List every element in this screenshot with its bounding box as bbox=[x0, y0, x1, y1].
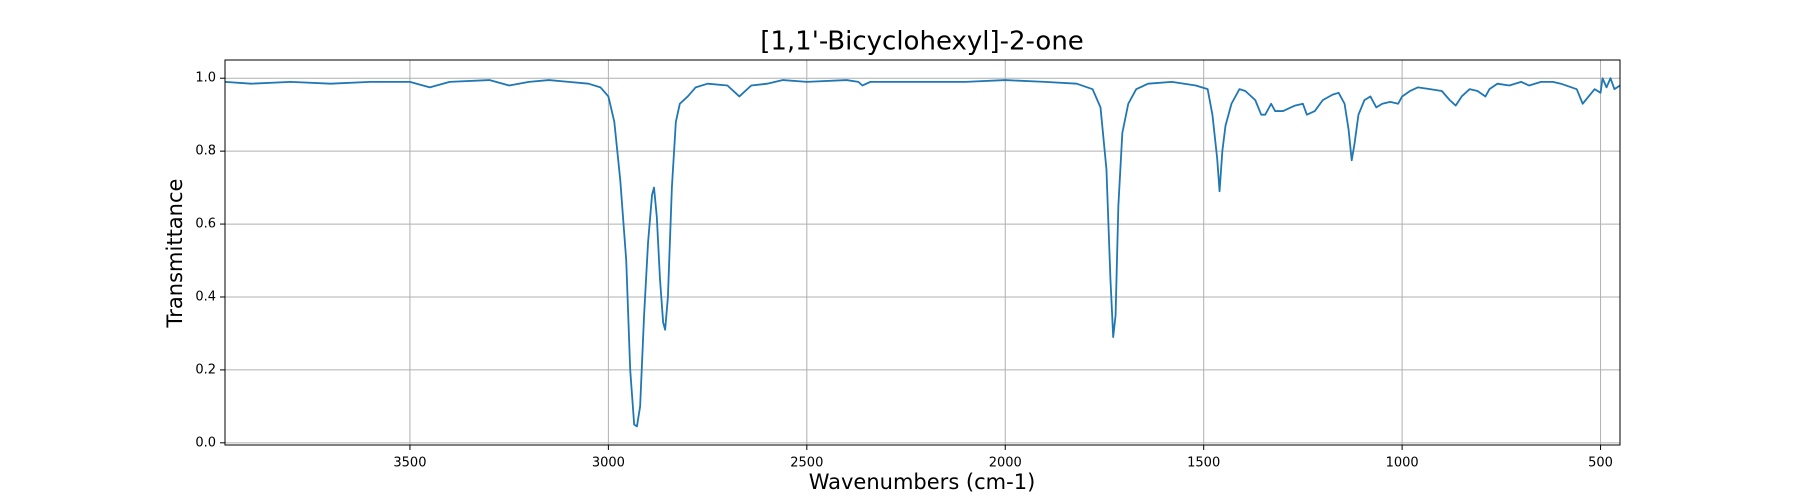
y-tick-label: 0.4 bbox=[195, 289, 216, 304]
x-tick-label: 3000 bbox=[592, 456, 625, 471]
y-tick-label: 0.8 bbox=[195, 144, 216, 159]
plot-frame bbox=[224, 59, 1621, 446]
x-tick-label: 500 bbox=[1588, 456, 1613, 471]
x-axis-label: Wavenumbers (cm-1) bbox=[809, 470, 1036, 494]
y-tick-label: 1.0 bbox=[195, 71, 216, 86]
y-tick-label: 0.2 bbox=[195, 362, 216, 377]
spectrum-line bbox=[224, 77, 1621, 428]
y-tick-label: 0.0 bbox=[195, 435, 216, 450]
chart-title: [1,1'-Bicyclohexyl]-2-one bbox=[760, 27, 1084, 57]
x-tick-label: 2500 bbox=[790, 456, 823, 471]
y-tick-label: 0.6 bbox=[195, 217, 216, 232]
y-axis-label: Transmittance bbox=[163, 179, 187, 329]
x-tick-label: 1000 bbox=[1386, 456, 1419, 471]
x-tick-label: 3500 bbox=[393, 456, 426, 471]
x-tick-label: 1500 bbox=[1187, 456, 1220, 471]
x-tick-label: 2000 bbox=[989, 456, 1022, 471]
